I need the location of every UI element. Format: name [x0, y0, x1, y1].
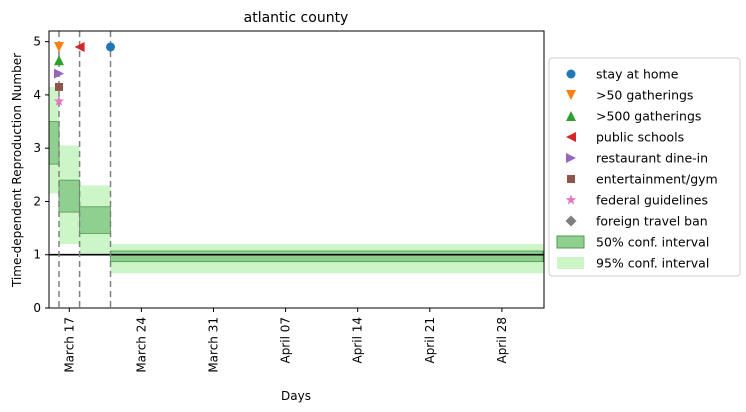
ci50-band: [58, 179, 81, 213]
legend-label: 95% conf. interval: [596, 256, 709, 271]
legend-swatch-ci95: [557, 257, 584, 269]
ci50-band: [79, 206, 111, 234]
legend-marker: [566, 132, 576, 142]
y-tick-label: 3: [33, 141, 41, 155]
x-tick-label: March 24: [134, 317, 148, 373]
intervention-marker: [54, 68, 64, 79]
y-tick-label: 1: [33, 248, 41, 262]
x-tick-label: April 28: [495, 317, 509, 364]
x-tick-label: April 07: [279, 317, 293, 364]
y-tick-label: 4: [33, 88, 41, 102]
x-tick-label: March 31: [207, 317, 221, 373]
legend-marker: [566, 90, 576, 100]
ci50-band: [48, 121, 60, 165]
x-axis: March 17 March 24 March 31 April 07 April 14…: [62, 308, 509, 373]
legend-marker: [565, 215, 577, 227]
ci50-band: [110, 250, 544, 263]
legend-label: >50 gatherings: [596, 88, 693, 103]
y-axis-label: Time-dependent Reproduction Number: [10, 53, 24, 288]
legend-label: federal guidelines: [596, 193, 708, 208]
legend-label: entertainment/gym: [596, 172, 718, 187]
chart-title: atlantic county: [244, 10, 349, 26]
intervention-marker: [53, 95, 65, 106]
intervention-marker: [54, 41, 64, 52]
legend-marker: [565, 194, 577, 205]
y-tick-label: 0: [33, 301, 41, 315]
legend-marker: [567, 175, 575, 183]
legend-marker: [566, 69, 576, 79]
intervention-marker: [55, 82, 63, 91]
intervention-marker: [54, 55, 64, 66]
legend-swatch-ci50: [556, 235, 585, 249]
legend-label: stay at home: [596, 67, 679, 82]
legend-label: foreign travel ban: [596, 214, 708, 229]
x-tick-label: March 17: [62, 317, 76, 373]
intervention-lines-layer: [58, 31, 112, 308]
y-axis: 0 1 2 3 4 5: [33, 35, 49, 315]
intervention-marker: [106, 42, 115, 52]
legend: stay at home >50 gatherings >500 gathering…: [548, 57, 741, 277]
legend-marker: [566, 153, 576, 163]
x-tick-label: April 14: [351, 317, 365, 364]
x-tick-label: April 21: [423, 317, 437, 364]
y-tick-label: 2: [33, 194, 41, 208]
legend-items: stay at home >50 gatherings >500 gathering…: [556, 67, 718, 271]
legend-label: 50% conf. interval: [596, 235, 709, 250]
legend-label: >500 gatherings: [596, 109, 701, 124]
x-axis-label: Days: [281, 389, 311, 403]
ci95-layer: [49, 86, 544, 274]
legend-marker: [566, 111, 576, 121]
intervention-markers-layer: [53, 41, 115, 106]
intervention-marker: [74, 41, 85, 52]
ci50-layer: [48, 121, 544, 263]
legend-label: restaurant dine-in: [596, 151, 708, 166]
legend-label: public schools: [596, 130, 684, 145]
plot-frame: [48, 30, 545, 309]
y-tick-label: 5: [33, 35, 41, 49]
legend-box: [548, 57, 741, 277]
